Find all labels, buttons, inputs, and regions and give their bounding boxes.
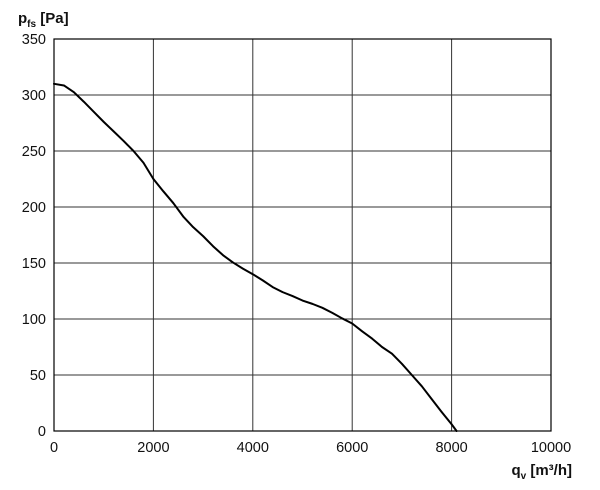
fan-curve-point xyxy=(411,374,413,376)
x-tick-label: 2000 xyxy=(137,440,169,456)
fan-curve-point xyxy=(311,303,314,305)
fan-curve-point xyxy=(381,346,383,348)
fan-curve-point xyxy=(212,245,214,247)
y-tick-label: 350 xyxy=(22,32,46,48)
x-tick-label: 8000 xyxy=(435,440,467,456)
fan-curve-point xyxy=(430,398,433,400)
fan-curve-point xyxy=(341,317,344,320)
y-tick-labels: 0 50 100 150 200 250 300 350 xyxy=(22,32,46,440)
y-tick-label: 250 xyxy=(22,144,46,160)
fan-curve-point xyxy=(83,100,85,103)
x-tick-labels: 0 2000 4000 6000 8000 10000 xyxy=(50,440,571,456)
x-tick-label: 4000 xyxy=(237,440,269,456)
fan-curve-point xyxy=(172,202,175,204)
y-tick-label: 100 xyxy=(22,312,46,328)
x-tick-label: 10000 xyxy=(531,440,571,456)
fan-curve-point xyxy=(321,307,324,309)
fan-curve-point xyxy=(63,84,65,87)
fan-curve-point xyxy=(361,330,363,333)
fan-curve-point xyxy=(401,363,403,365)
grid xyxy=(53,38,552,432)
plot-frame xyxy=(53,38,552,432)
fan-curve-point xyxy=(73,91,75,93)
fan-curve-point xyxy=(132,150,135,152)
fan-curve-point xyxy=(142,161,145,164)
y-axis-label-sub: fs xyxy=(27,19,36,30)
fan-curve-point xyxy=(112,130,115,133)
fan-curve-point xyxy=(242,267,244,270)
fan-curve-point xyxy=(331,312,334,314)
y-axis-label: pfs [Pa] xyxy=(18,10,69,30)
fan-curve-point xyxy=(122,140,125,142)
fan-curve-point xyxy=(291,295,294,297)
fan-curve-point xyxy=(351,322,354,325)
y-axis-label-main: p xyxy=(18,10,27,27)
fan-curve-point xyxy=(222,254,224,256)
x-axis-label-sub: v xyxy=(521,471,527,482)
fan-curve-line xyxy=(53,82,458,432)
y-axis-label-unit: [Pa] xyxy=(36,10,69,27)
fan-curve-point xyxy=(232,261,234,264)
fan-curve-point xyxy=(301,299,304,302)
y-tick-label: 50 xyxy=(30,368,46,384)
fan-curve-point xyxy=(92,111,95,113)
y-tick-label: 150 xyxy=(22,256,46,272)
series-layer xyxy=(53,82,458,432)
fan-curve-point xyxy=(252,273,254,276)
fan-curve-point xyxy=(281,291,284,293)
x-axis-label-unit: [m³/h] xyxy=(526,462,572,479)
x-tick-label: 0 xyxy=(50,440,58,456)
fan-curve-point xyxy=(450,423,453,426)
fan-curve-point xyxy=(420,385,423,388)
y-tick-label: 0 xyxy=(38,424,46,440)
fan-curve-point xyxy=(192,226,194,228)
y-tick-label: 300 xyxy=(22,88,46,104)
fan-curve-point xyxy=(202,235,204,237)
x-axis-label: qv [m³/h] xyxy=(511,462,572,482)
fan-curve-point xyxy=(182,215,185,218)
x-axis-label-main: q xyxy=(511,462,520,479)
x-tick-label: 6000 xyxy=(336,440,368,456)
fan-curve-point xyxy=(152,178,155,180)
fan-curve-point xyxy=(371,337,373,340)
fan-curve-point xyxy=(440,411,443,413)
fan-curve-point xyxy=(391,352,393,355)
fan-curve-point xyxy=(271,286,274,288)
fan-curve-point xyxy=(162,190,165,193)
y-tick-label: 200 xyxy=(22,200,46,216)
fan-curve-point xyxy=(261,279,264,282)
fan-curve-point xyxy=(102,121,105,123)
